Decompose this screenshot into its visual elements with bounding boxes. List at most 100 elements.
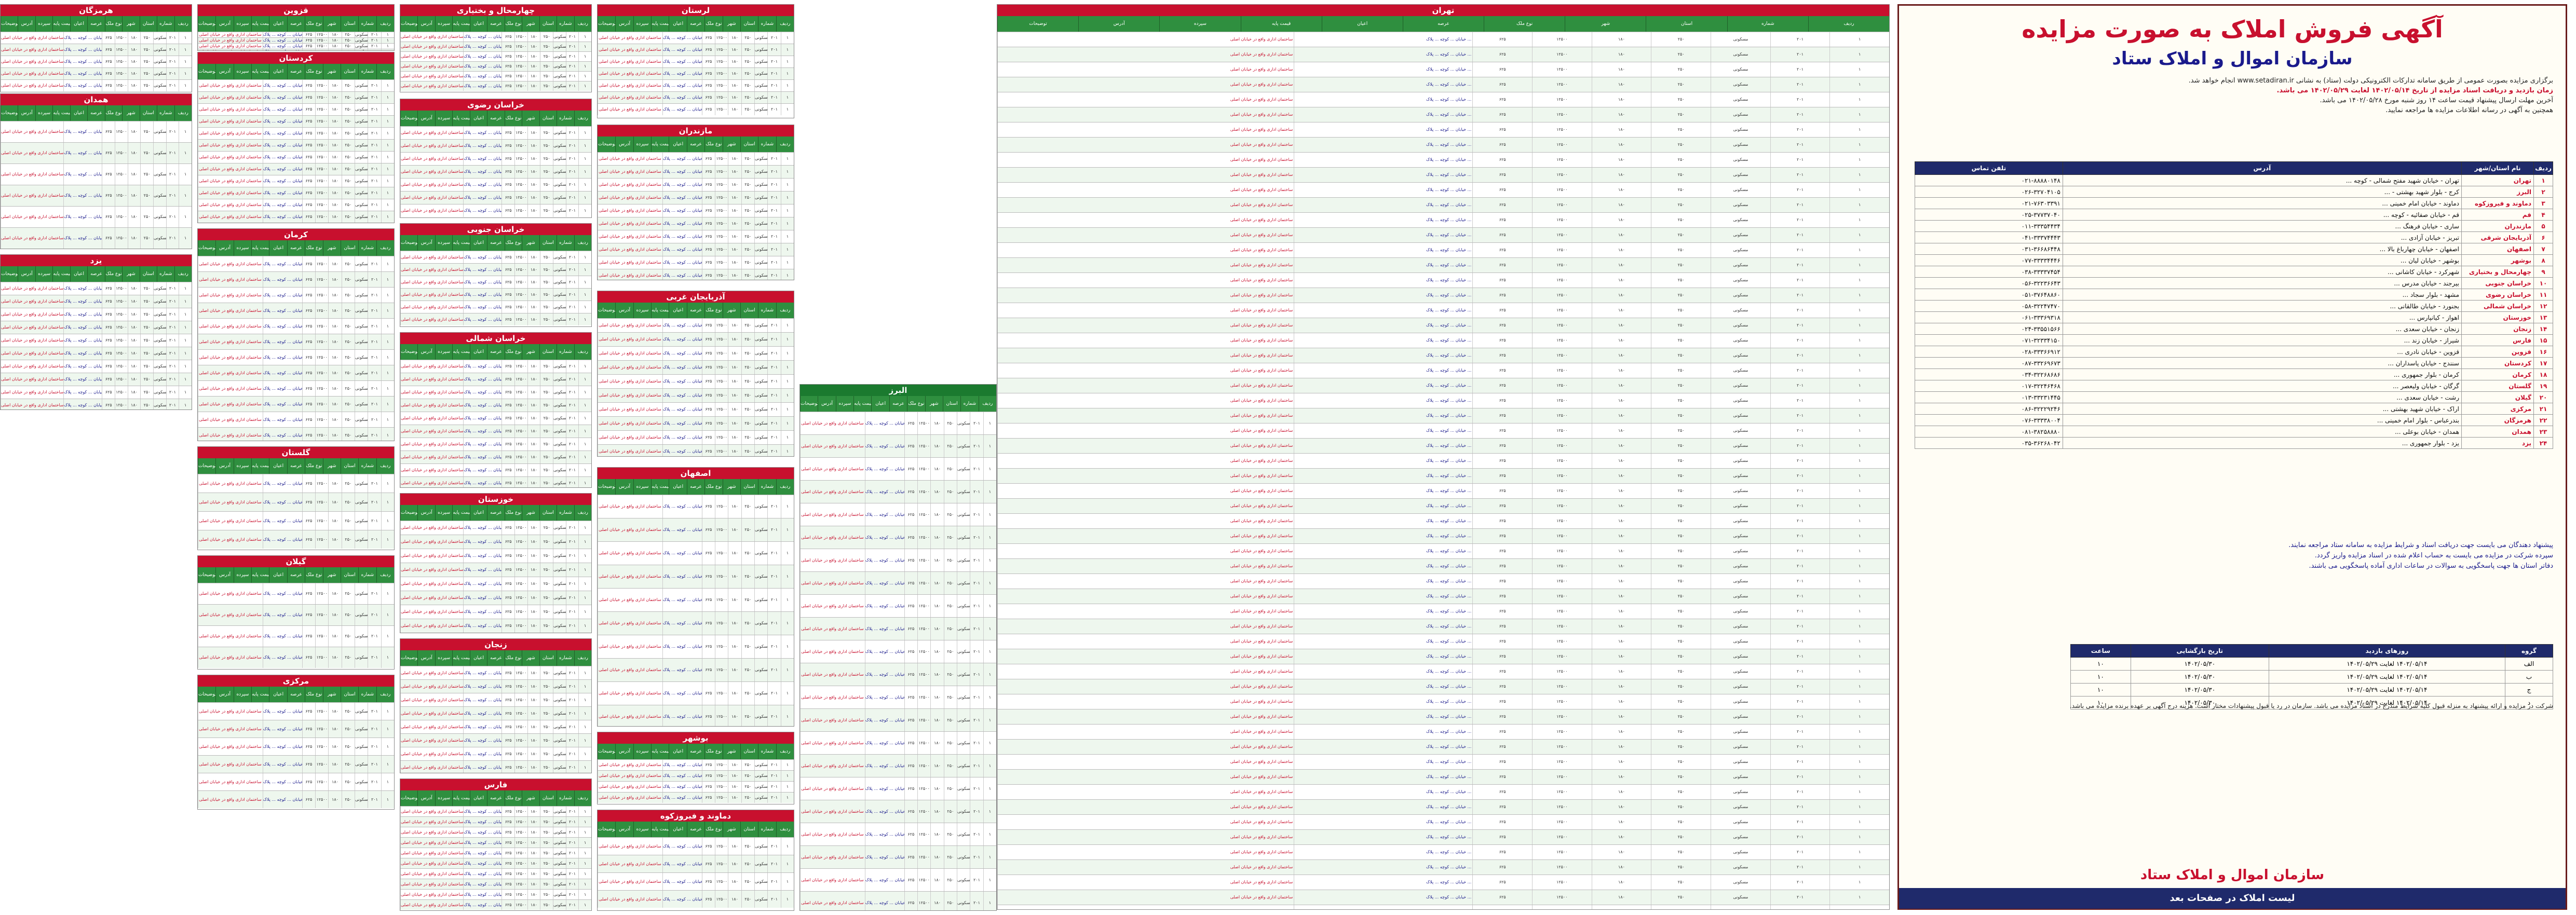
listing-cell: ۱: [1829, 303, 1889, 318]
listing-cell: ۶۲۵: [501, 563, 514, 577]
listing-row: ۱۲۰۱مسکونی۲۵۰۱۸۰۱۲۵۰۰۶۲۵خیابان ... کوچه …: [400, 32, 591, 42]
listing-column-header: اعیان: [70, 16, 87, 32]
listing-description: ساختمان اداری واقع در خیابان اصلی: [1, 386, 63, 399]
listing-cell: ۶۲۵: [501, 464, 514, 476]
listing-cell: مسکونی: [552, 879, 566, 889]
listing-cell: ۲۰۱: [970, 777, 983, 800]
listing-cell: ۱۲۵۰۰: [1531, 168, 1592, 182]
listing-address: خیابان ... کوچه ... پلاک ...: [662, 166, 702, 178]
listing-cell: ۲۵۰: [140, 32, 153, 44]
listing-row: ۱۲۰۱مسکونی۲۵۰۱۸۰۱۲۵۰۰۶۲۵خیابان ... کوچه …: [400, 868, 591, 879]
listing-cell: ۲۵۰: [741, 417, 754, 430]
listing-cell: ۱۸۰: [127, 80, 141, 91]
listing-cell: ۱۸۰: [527, 464, 540, 476]
listing-column-header: آدرس: [215, 687, 233, 702]
listing-column-header: شهر: [322, 16, 341, 32]
listing-cell: ۱۲۵۰۰: [514, 153, 527, 165]
listing-cell: ۶۲۵: [1472, 77, 1532, 92]
listing-address: خیابان ... کوچه ... پلاک ...: [463, 619, 501, 633]
listing-row: ۱۲۰۱مسکونی۲۵۰۱۸۰۱۲۵۰۰۶۲۵خیابان ... کوچه …: [400, 139, 591, 152]
listing-column-header: اعیان: [469, 790, 487, 806]
office-row: ۱ تهران تهران - خیابان شهید مفتح شمالی - ک…: [1915, 174, 2553, 186]
listing-description: ساختمان اداری واقع در خیابان اصلی: [198, 187, 263, 199]
listing-cell: ۱: [578, 879, 591, 889]
listing-cell: ۱۸۰: [1591, 679, 1651, 694]
listing-cell: مسکونی: [552, 42, 566, 51]
listing-row: ۱۲۰۱مسکونی۲۵۰۱۸۰۱۲۵۰۰۶۲۵خیابان ... کوچه …: [400, 591, 591, 605]
listing-description: ساختمان اداری واقع در خیابان اصلی: [598, 682, 662, 705]
listing-column-header: سپرده: [633, 744, 651, 759]
listing-description: ساختمان اداری واقع در خیابان اصلی: [997, 348, 1294, 363]
listing-cell: ۱۸۰: [328, 412, 341, 427]
listing-cell: ۱: [381, 272, 394, 287]
listing-cell: ۲۵۰: [741, 495, 754, 518]
listing-cell: ۱: [780, 612, 794, 635]
listing-cell: مسکونی: [957, 572, 970, 594]
listing-description: ساختمان اداری واقع در خیابان اصلی: [997, 860, 1294, 875]
listing-cell: ۶۲۵: [302, 703, 315, 720]
office-cell: ۲۳: [2533, 426, 2553, 438]
listing-cell: ۲۰۱: [565, 807, 579, 816]
listing-cell: ۲۰۱: [970, 412, 983, 434]
listing-cell: ۱۸۰: [1591, 408, 1651, 423]
listing-row: ۱۲۰۱مسکونی۲۵۰۱۸۰۱۲۵۰۰۶۲۵خیابان ... کوچه …: [598, 855, 794, 872]
listing-cell: ۱: [578, 52, 591, 61]
listing-cell: ۶۲۵: [701, 760, 715, 770]
listing-cell: ۶۲۵: [904, 503, 917, 526]
listing-description: ساختمان اداری واقع در خیابان اصلی: [400, 313, 463, 325]
office-cell: ۰۲۱-۷۶۳۰۳۳۹۱: [1915, 197, 2063, 209]
listing-cell: ۱۲۵۰۰: [114, 373, 128, 386]
listing-column-header: عرصه: [889, 396, 907, 412]
listing-cell: مسکونی: [754, 319, 767, 332]
footer-org: سازمان اموال و املاک ستاد: [2140, 867, 2325, 883]
listing-cell: ۲۵۰: [140, 347, 153, 360]
listing-cell: ۶۲۵: [302, 512, 315, 530]
listing-cell: ۱۸۰: [328, 272, 341, 287]
province-listing-block: خراسان رضوی ردیف شماره استان شهر نوع ملک عرصه ا…: [400, 99, 592, 218]
listing-cell: مسکونی: [754, 56, 767, 67]
listing-cell: ۱۸۰: [1591, 62, 1651, 77]
listing-cell: ۲۰۱: [1770, 619, 1830, 634]
listing-address: خیابان ... کوچه ... پلاک ...: [463, 301, 501, 313]
listing-description: ساختمان اداری واقع در خیابان اصلی: [598, 256, 662, 269]
listing-address: خیابان ... کوچه ... پلاک ...: [262, 140, 302, 151]
listing-cell: ۶۲۵: [501, 605, 514, 619]
listing-column-header: قیمت پایه: [853, 396, 871, 412]
listing-column-header: اعیان: [269, 64, 287, 79]
office-cell: ۱۱: [2533, 289, 2553, 301]
listing-cell: ۲۵۰: [341, 365, 355, 380]
listing-cell: ۶۲۵: [1472, 318, 1532, 333]
office-cell: ۰۳۸-۳۳۳۳۷۴۵۴: [1915, 266, 2063, 278]
province-listing-block: خوزستان ردیف شماره استان شهر نوع ملک عرصه اعیان…: [400, 493, 592, 633]
listing-cell: ۲۰۱: [1770, 303, 1830, 318]
listing-address: خیابان ... کوچه ... پلاک ...: [463, 438, 501, 450]
listing-cell: ۲۰۱: [1770, 454, 1830, 468]
listing-cell: ۶۲۵: [102, 347, 115, 360]
listing-description: ساختمان اداری واقع در خیابان اصلی: [598, 104, 662, 115]
listing-cell: ۲۵۰: [341, 703, 355, 720]
listing-cell: مسکونی: [1710, 544, 1770, 558]
listing-cell: ۲۵۰: [1651, 469, 1711, 483]
listing-cell: ۲۰۱: [368, 32, 381, 37]
listing-cell: مسکونی: [754, 361, 767, 374]
listing-address: خیابان ... کوچه ... پلاک ...: [463, 412, 501, 425]
schedule-cell: الف: [2504, 657, 2554, 671]
listing-cell: ۲۰۱: [970, 663, 983, 686]
listing-cell: ۱: [179, 121, 192, 142]
listing-row: ۱۲۰۱مسکونی۲۵۰۱۸۰۱۲۵۰۰۶۲۵خیابان ... کوچه …: [1, 163, 192, 185]
office-cell: قزوین - خیابان نادری ...: [2062, 346, 2462, 358]
listing-cell: ۲۵۰: [341, 530, 355, 549]
listing-cell: ۶۲۵: [701, 782, 715, 792]
listing-cell: ۲۵۰: [341, 512, 355, 530]
listing-cell: ۱: [1829, 32, 1889, 47]
listing-cell: ۲۵۰: [1651, 529, 1711, 543]
listing-row: ۱۲۰۱مسکونی۲۵۰۱۸۰۱۲۵۰۰۶۲۵خیابان ... کوچه …: [598, 44, 794, 56]
listing-cell: ۲۵۰: [540, 817, 553, 827]
listing-cell: ۱۸۰: [1591, 32, 1651, 47]
listing-cell: مسکونی: [754, 518, 767, 541]
listing-cell: مسکونی: [1710, 484, 1770, 498]
listing-row: ۱۲۰۱مسکونی۲۵۰۱۸۰۱۲۵۰۰۶۲۵خیابان ... کوچه …: [198, 211, 394, 223]
listing-cell: ۲۵۰: [1651, 348, 1711, 363]
listing-cell: ۶۲۵: [701, 445, 715, 456]
